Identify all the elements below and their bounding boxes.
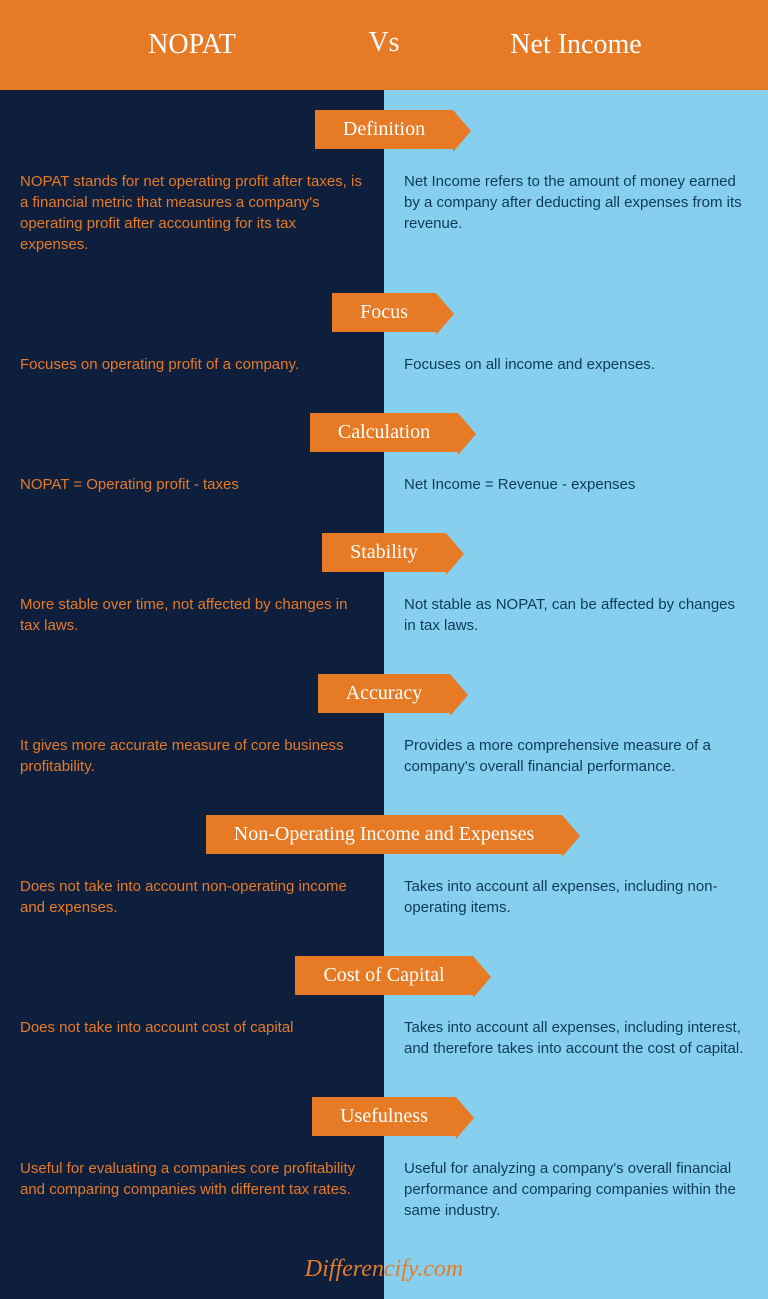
section-ribbon: Accuracy xyxy=(318,674,451,713)
header-left: NOPAT xyxy=(0,29,384,61)
cell-left: Focuses on operating profit of a company… xyxy=(0,346,384,393)
cell-right: Net Income = Revenue - expenses xyxy=(384,466,768,513)
cell-left: Does not take into account non-operating… xyxy=(0,868,384,936)
comparison-row: Focuses on operating profit of a company… xyxy=(0,346,768,393)
footer-text: Differencify.com xyxy=(305,1256,463,1283)
header: NOPAT Vs Net Income xyxy=(0,0,768,90)
cell-left: More stable over time, not affected by c… xyxy=(0,586,384,654)
cell-left: Does not take into account cost of capit… xyxy=(0,1009,384,1077)
comparison-row: It gives more accurate measure of core b… xyxy=(0,727,768,795)
section-ribbon: Non-Operating Income and Expenses xyxy=(206,815,562,854)
section-label-wrap: Accuracy xyxy=(0,674,768,713)
section-label-wrap: Definition xyxy=(0,110,768,149)
footer: Differencify.com xyxy=(0,1239,768,1299)
comparison-row: NOPAT = Operating profit - taxesNet Inco… xyxy=(0,466,768,513)
cell-right: Focuses on all income and expenses. xyxy=(384,346,768,393)
comparison-row: Does not take into account cost of capit… xyxy=(0,1009,768,1077)
section-ribbon: Stability xyxy=(322,533,446,572)
comparison-row: NOPAT stands for net operating profit af… xyxy=(0,163,768,273)
section-ribbon: Focus xyxy=(332,293,436,332)
cell-right: Useful for analyzing a company's overall… xyxy=(384,1150,768,1239)
cell-right: Not stable as NOPAT, can be affected by … xyxy=(384,586,768,654)
cell-left: Useful for evaluating a companies core p… xyxy=(0,1150,384,1239)
section-label-wrap: Calculation xyxy=(0,413,768,452)
comparison-row: Does not take into account non-operating… xyxy=(0,868,768,936)
cell-right: Provides a more comprehensive measure of… xyxy=(384,727,768,795)
section-label-wrap: Usefulness xyxy=(0,1097,768,1136)
section-ribbon: Usefulness xyxy=(312,1097,456,1136)
cell-left: NOPAT = Operating profit - taxes xyxy=(0,466,384,513)
infographic: NOPAT Vs Net Income Definition NOPAT stan… xyxy=(0,0,768,1299)
section-ribbon: Cost of Capital xyxy=(295,956,472,995)
header-right: Net Income xyxy=(384,29,768,61)
header-vs: Vs xyxy=(364,27,404,59)
section-label-wrap: Focus xyxy=(0,293,768,332)
cell-right: Net Income refers to the amount of money… xyxy=(384,163,768,273)
comparison-row: More stable over time, not affected by c… xyxy=(0,586,768,654)
cell-left: NOPAT stands for net operating profit af… xyxy=(0,163,384,273)
cell-right: Takes into account all expenses, includi… xyxy=(384,1009,768,1077)
cell-left: It gives more accurate measure of core b… xyxy=(0,727,384,795)
cell-right: Takes into account all expenses, includi… xyxy=(384,868,768,936)
section-ribbon: Definition xyxy=(315,110,453,149)
comparison-row: Useful for evaluating a companies core p… xyxy=(0,1150,768,1239)
section-label-wrap: Cost of Capital xyxy=(0,956,768,995)
sections: Definition NOPAT stands for net operating… xyxy=(0,110,768,1239)
section-label-wrap: Stability xyxy=(0,533,768,572)
section-ribbon: Calculation xyxy=(310,413,458,452)
section-label-wrap: Non-Operating Income and Expenses xyxy=(0,815,768,854)
